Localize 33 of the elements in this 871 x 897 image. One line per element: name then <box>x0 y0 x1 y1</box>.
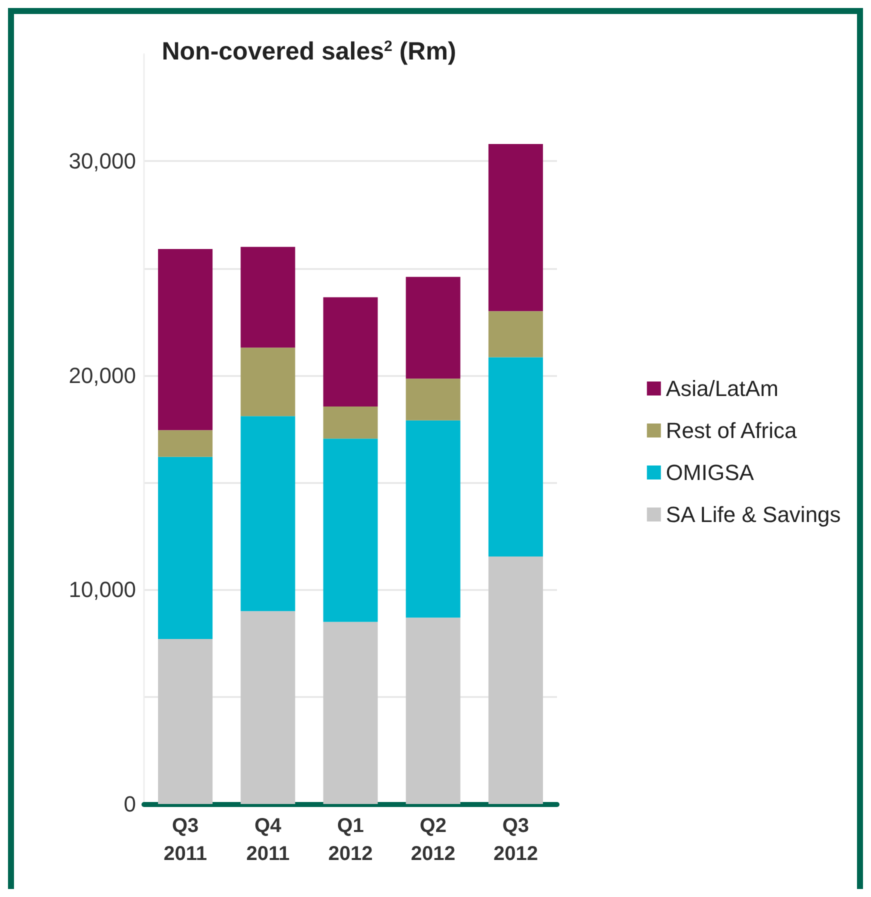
legend-label: Asia/LatAm <box>666 376 778 401</box>
bar <box>240 246 296 348</box>
y-tick-label: 20,000 <box>68 362 136 388</box>
text: 10,000 <box>68 577 136 602</box>
legend-label: OMIGSA <box>666 460 754 485</box>
legend-label: SA Life & Savings <box>666 502 841 527</box>
bar <box>240 348 296 416</box>
bar <box>406 378 460 420</box>
bar <box>158 249 213 430</box>
bar <box>158 456 213 639</box>
legend-label: Rest of Africa <box>666 418 798 443</box>
bar <box>488 556 543 804</box>
bar <box>323 297 378 406</box>
bar <box>240 611 296 804</box>
bar <box>240 416 296 612</box>
x-tick-label: Q4 2011 <box>246 815 290 865</box>
bar <box>406 276 460 379</box>
bar <box>323 406 378 439</box>
x-tick-label: Q3 2012 <box>493 815 538 865</box>
bar <box>323 438 378 622</box>
y-tick-label: 30,000 <box>68 148 136 174</box>
x-tick-label: Q1 2012 <box>328 815 373 865</box>
bar <box>406 618 460 804</box>
bar <box>488 311 543 358</box>
bar <box>323 622 378 804</box>
bar <box>406 420 460 618</box>
bar <box>158 430 213 457</box>
bar <box>488 357 543 556</box>
bar <box>488 144 543 312</box>
bar <box>158 639 213 804</box>
x-tick-label: Q2 2012 <box>410 815 456 865</box>
y-tick-label: 0 <box>124 792 136 816</box>
x-tick-label: Q3 2011 <box>164 815 207 865</box>
